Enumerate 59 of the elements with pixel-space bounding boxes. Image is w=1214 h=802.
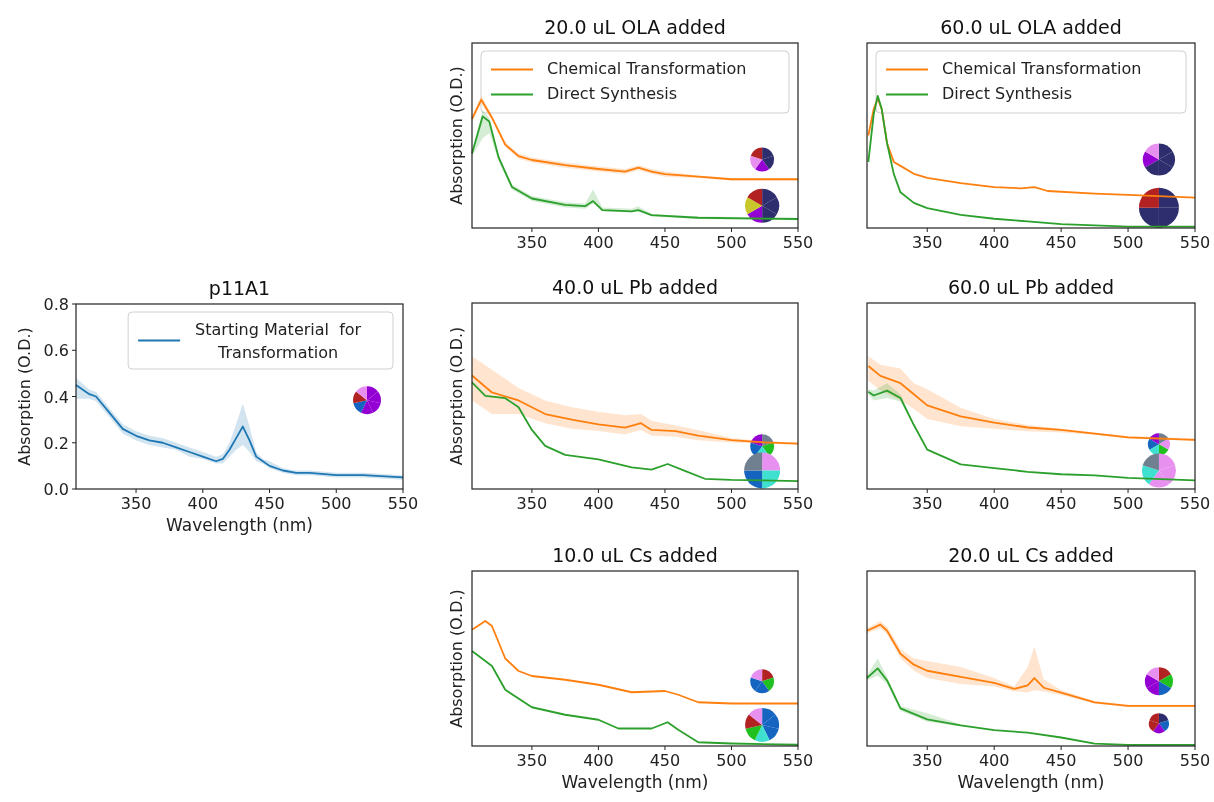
x-tick-label: 500	[1112, 233, 1144, 252]
chart-title: 20.0 uL OLA added	[544, 16, 726, 38]
y-axis-title: Absorption (O.D.)	[447, 326, 466, 466]
y-tick-label: 0.4	[43, 387, 69, 407]
x-tick-label: 350	[911, 233, 943, 252]
chart-title: p11A1	[208, 277, 271, 299]
x-axis-title: Wavelength (nm)	[561, 772, 709, 792]
x-axis-title: Wavelength (nm)	[166, 515, 313, 535]
x-tick-label: 500	[716, 494, 747, 513]
x-tick-label: 350	[516, 751, 548, 770]
legend-label: Direct Synthesis	[942, 84, 1073, 103]
x-axis-title: Wavelength (nm)	[957, 772, 1105, 792]
x-tick-label: 350	[516, 494, 548, 513]
chart-title: 60.0 uL Pb added	[947, 276, 1115, 298]
y-tick-label: 0.0	[43, 480, 69, 499]
x-tick-label: 350	[911, 494, 943, 513]
legend-label: Starting Material for Transformation	[195, 320, 362, 362]
y-axis-title: Absorption (O.D.)	[447, 66, 466, 205]
y-axis-title: Absorption (O.D.)	[15, 327, 34, 466]
x-tick-label: 450	[649, 233, 681, 252]
x-tick-label: 350	[516, 233, 548, 252]
chart-title: 40.0 uL Pb added	[551, 276, 719, 298]
y-tick-label: 0.2	[43, 433, 69, 453]
x-tick-label: 400	[583, 494, 614, 513]
x-tick-label: 500	[320, 494, 352, 513]
x-tick-label: 550	[387, 494, 419, 513]
x-tick-label: 400	[187, 494, 219, 513]
x-tick-label: 550	[1179, 751, 1211, 770]
x-tick-label: 450	[1045, 494, 1077, 513]
x-tick-label: 500	[716, 233, 747, 252]
x-tick-label: 400	[583, 751, 614, 770]
x-tick-label: 550	[1179, 233, 1211, 252]
x-tick-label: 350	[120, 494, 152, 513]
x-tick-label: 400	[978, 751, 1010, 770]
legend-label: Direct Synthesis	[547, 84, 678, 103]
x-tick-label: 450	[254, 494, 285, 513]
x-tick-label: 550	[782, 494, 814, 513]
x-tick-label: 400	[978, 494, 1010, 513]
x-tick-label: 550	[1179, 494, 1211, 513]
x-tick-label: 500	[716, 751, 747, 770]
legend-label: Chemical Transformation	[547, 59, 747, 78]
y-tick-label: 0.6	[43, 341, 69, 361]
x-tick-label: 500	[1112, 751, 1144, 770]
x-tick-label: 400	[978, 233, 1010, 252]
x-tick-label: 350	[911, 751, 943, 770]
x-tick-label: 500	[1112, 494, 1144, 513]
x-tick-label: 550	[782, 233, 814, 252]
x-tick-label: 450	[1045, 233, 1077, 252]
x-tick-label: 450	[649, 751, 681, 770]
chart-title: 20.0 uL Cs added	[948, 544, 1114, 566]
x-tick-label: 400	[583, 233, 614, 252]
y-axis-title: Absorption (O.D.)	[447, 589, 466, 728]
y-tick-label: 0.8	[43, 295, 69, 314]
x-tick-label: 450	[649, 494, 681, 513]
legend-label: Chemical Transformation	[942, 59, 1142, 78]
x-tick-label: 550	[782, 751, 814, 770]
chart-title: 60.0 uL OLA added	[940, 16, 1122, 38]
chart-title: 10.0 uL Cs added	[552, 544, 718, 566]
x-tick-label: 450	[1045, 751, 1077, 770]
